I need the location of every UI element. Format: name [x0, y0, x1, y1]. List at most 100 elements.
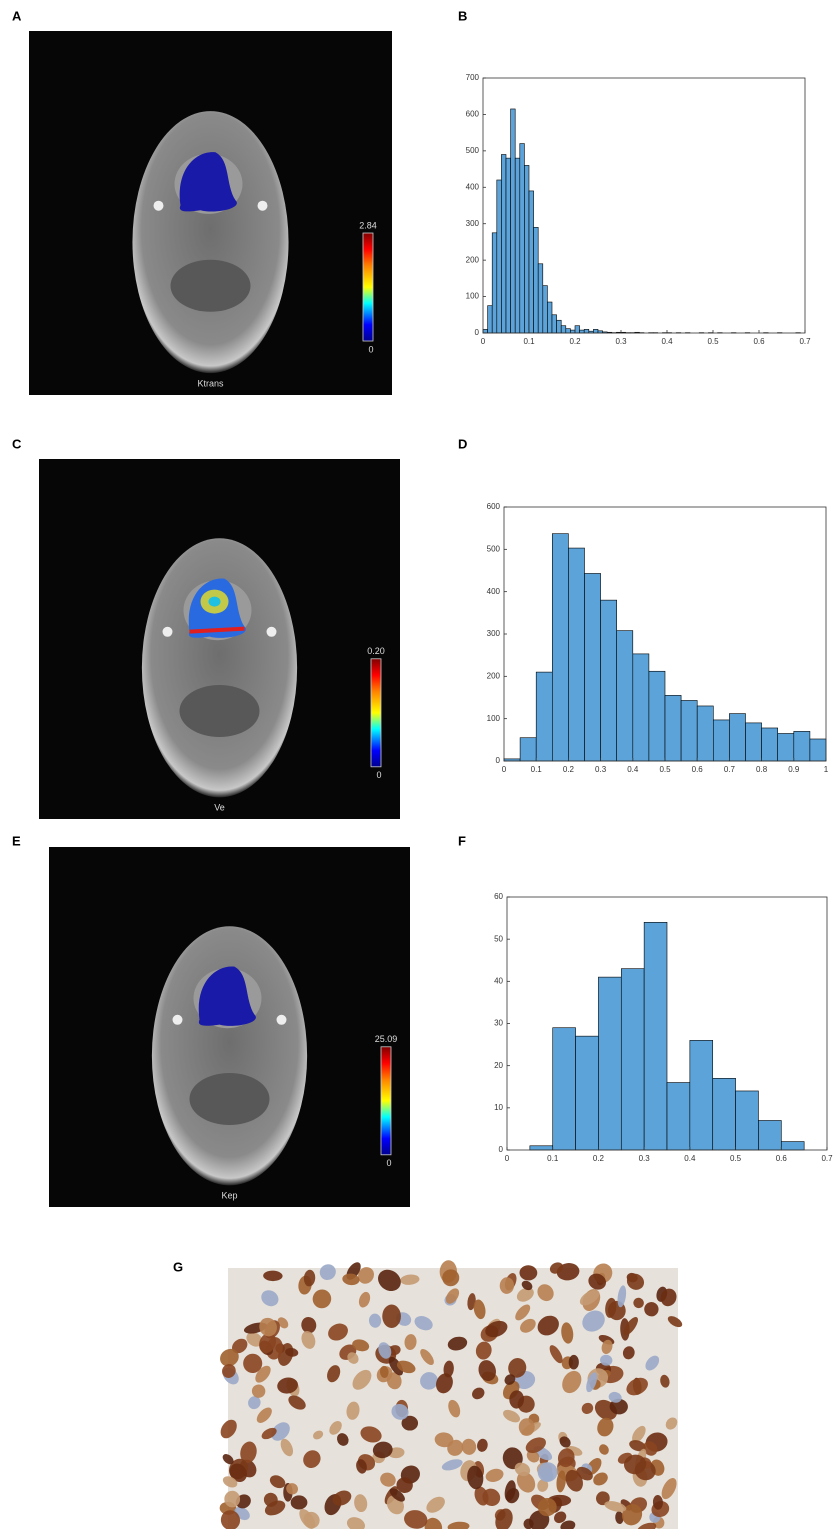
- x-tick-label: 0.2: [593, 1154, 605, 1163]
- cell: [661, 1478, 677, 1500]
- bar: [666, 1082, 691, 1151]
- x-tick-label: 0.3: [615, 337, 627, 346]
- cell: [579, 1289, 600, 1306]
- cell: [352, 1339, 370, 1352]
- bar: [777, 733, 795, 762]
- cell: [632, 1425, 646, 1443]
- cell: [220, 1510, 241, 1529]
- cell: [644, 1302, 659, 1317]
- bar: [551, 533, 569, 762]
- cell: [448, 1399, 461, 1418]
- cell: [597, 1417, 614, 1437]
- cell: [478, 1360, 496, 1382]
- cell: [420, 1372, 438, 1390]
- bar: [616, 630, 634, 762]
- cell: [222, 1364, 236, 1378]
- cell: [549, 1262, 564, 1274]
- x-tick-label: 0.4: [684, 1154, 696, 1163]
- x-tick-label: 0.6: [692, 765, 704, 774]
- y-tick-label: 500: [487, 544, 501, 553]
- cell: [360, 1426, 382, 1443]
- vessel: [172, 1014, 183, 1025]
- cell: [562, 1370, 582, 1394]
- cell: [537, 1497, 557, 1517]
- cell: [261, 1427, 277, 1440]
- x-tick-label: 0.9: [788, 765, 800, 774]
- cell: [222, 1454, 234, 1465]
- cell: [633, 1297, 644, 1309]
- cell: [386, 1372, 402, 1390]
- cell: [290, 1495, 308, 1510]
- cell: [593, 1472, 608, 1486]
- cell: [617, 1285, 627, 1308]
- y-tick-label: 10: [494, 1103, 503, 1112]
- bar: [551, 314, 557, 334]
- cell: [414, 1316, 433, 1331]
- cell: [461, 1438, 477, 1455]
- axes-frame: [482, 77, 806, 334]
- cell: [509, 1390, 525, 1409]
- bar: [780, 1141, 805, 1151]
- bar: [510, 108, 516, 334]
- cell: [251, 1384, 266, 1398]
- cell: [261, 1290, 279, 1307]
- vessel: [276, 1014, 287, 1025]
- panel-label: C: [12, 436, 22, 451]
- bar: [491, 232, 498, 334]
- cell: [426, 1496, 445, 1513]
- cell: [482, 1488, 501, 1507]
- cell: [240, 1441, 257, 1464]
- cell: [629, 1440, 646, 1452]
- bar: [600, 599, 617, 762]
- cell: [503, 1409, 521, 1423]
- x-tick-label: 0.8: [756, 765, 768, 774]
- y-tick-label: 600: [466, 110, 480, 119]
- tumor-map: [189, 626, 245, 634]
- bar: [643, 921, 668, 1151]
- cell: [347, 1352, 359, 1364]
- cell: [277, 1377, 298, 1394]
- cell: [346, 1401, 360, 1420]
- cell: [246, 1332, 263, 1347]
- cell: [436, 1373, 453, 1394]
- bar: [593, 329, 599, 334]
- cell: [485, 1468, 504, 1482]
- cell: [514, 1462, 531, 1477]
- panel-label: D: [458, 436, 467, 451]
- cell: [521, 1280, 533, 1291]
- bar: [735, 1090, 759, 1151]
- cell: [515, 1304, 531, 1321]
- cell: [220, 1419, 237, 1439]
- cell: [378, 1269, 401, 1292]
- cell: [372, 1441, 393, 1459]
- bar: [542, 285, 548, 334]
- cell: [447, 1521, 470, 1529]
- bar: [519, 737, 537, 762]
- cell: [368, 1313, 382, 1328]
- bar: [761, 727, 778, 762]
- cell: [467, 1293, 476, 1311]
- vessel: [153, 200, 164, 211]
- panel-label: B: [458, 8, 467, 23]
- y-tick-label: 300: [466, 219, 480, 228]
- cell: [303, 1450, 321, 1468]
- cell: [319, 1264, 336, 1280]
- cell: [256, 1407, 272, 1423]
- cell: [391, 1403, 409, 1420]
- cell: [599, 1444, 609, 1455]
- cell: [404, 1334, 417, 1350]
- bar: [696, 705, 714, 762]
- cell: [285, 1347, 299, 1357]
- y-tick-label: 0: [499, 1145, 504, 1154]
- spine: [170, 259, 251, 312]
- cell: [537, 1462, 558, 1482]
- y-tick-label: 300: [487, 629, 501, 638]
- cell: [232, 1338, 248, 1354]
- y-tick-label: 600: [487, 502, 501, 511]
- y-tick-label: 400: [487, 587, 501, 596]
- cell: [477, 1438, 488, 1452]
- micrograph-bg: [228, 1268, 678, 1529]
- bar: [632, 653, 650, 762]
- cell: [504, 1374, 516, 1385]
